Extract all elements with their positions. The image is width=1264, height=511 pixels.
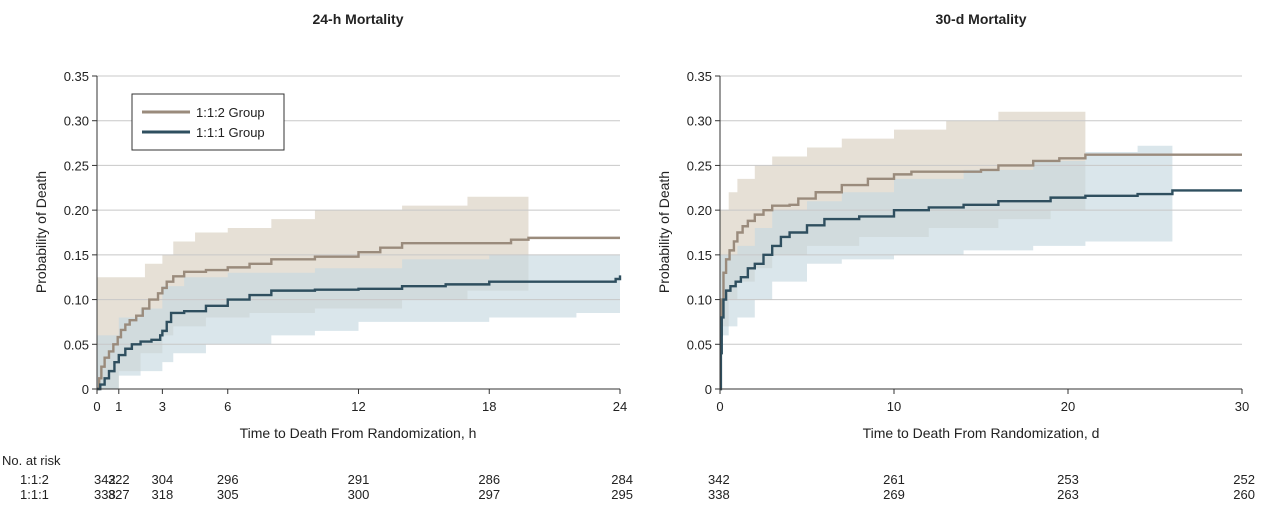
x-tick-label: 20 — [1061, 399, 1075, 414]
x-tick-label: 0 — [716, 399, 723, 414]
x-tick-label: 3 — [159, 399, 166, 414]
y-tick-label: 0.15 — [687, 248, 712, 263]
x-tick-label: 12 — [351, 399, 365, 414]
at-risk-count: 300 — [348, 487, 370, 502]
at-risk-count: 342 — [708, 472, 730, 487]
x-tick-label: 18 — [482, 399, 496, 414]
at-risk-row-label: 1:1:1 — [20, 487, 49, 502]
axes — [92, 75, 621, 394]
at-risk-count: 260 — [1233, 487, 1255, 502]
x-axis-label: Time to Death From Randomization, h — [240, 425, 477, 441]
y-tick-label: 0.20 — [687, 203, 712, 218]
survival-curves — [719, 153, 1242, 391]
y-tick-label: 0.10 — [64, 293, 89, 308]
at-risk-table: 342 261 253 252 338 269 263 260 — [708, 472, 1255, 502]
at-risk-count: 261 — [883, 472, 905, 487]
at-risk-count: 295 — [611, 487, 633, 502]
chart-title: 30-d Mortality — [935, 11, 1026, 27]
ci-bands — [720, 102, 1173, 336]
y-tick-label: 0.20 — [64, 203, 89, 218]
x-tick-label: 1 — [115, 399, 122, 414]
at-risk-count: 296 — [217, 472, 239, 487]
at-risk-count: 284 — [611, 472, 633, 487]
at-risk-count: 342 — [94, 472, 116, 487]
series-line-112 — [97, 236, 620, 391]
series-line-111 — [719, 189, 1242, 391]
legend-entry-111: 1:1:1 Group — [196, 125, 265, 140]
x-tick-label: 24 — [613, 399, 627, 414]
at-risk-header: No. at risk — [2, 453, 61, 468]
y-axis-label: Probability of Death — [656, 171, 672, 293]
y-tick-label: 0 — [82, 382, 89, 397]
y-tick-label: 0.25 — [64, 158, 89, 173]
x-axis-label: Time to Death From Randomization, d — [863, 425, 1100, 441]
series-line-112 — [719, 153, 1242, 391]
y-tick-label: 0.35 — [687, 69, 712, 84]
at-risk-count: 253 — [1057, 472, 1079, 487]
legend-entry-112: 1:1:2 Group — [196, 105, 265, 120]
at-risk-count: 318 — [152, 487, 174, 502]
legend-box — [131, 93, 285, 151]
y-tick-label: 0.05 — [64, 337, 89, 352]
x-tick-label: 0 — [93, 399, 100, 414]
at-risk-count: 305 — [217, 487, 239, 502]
x-tick-label: 10 — [887, 399, 901, 414]
at-risk-count: 297 — [478, 487, 500, 502]
at-risk-count: 338 — [94, 487, 116, 502]
at-risk-count: 322 — [108, 472, 130, 487]
survival-curves — [97, 236, 622, 391]
x-tick-label: 6 — [224, 399, 231, 414]
y-tick-label: 0.25 — [687, 158, 712, 173]
chart-title: 24-h Mortality — [312, 11, 403, 27]
gridlines — [720, 75, 1242, 345]
at-risk-count: 252 — [1233, 472, 1255, 487]
axes — [715, 75, 1243, 394]
legend: 1:1:2 Group 1:1:1 Group — [131, 93, 285, 151]
chart-30d-mortality: 30-d Mortality 0 0.05 0.10 0.15 0.20 0.25 0.30… — [656, 11, 1255, 502]
at-risk-count: 304 — [152, 472, 174, 487]
chart-24h-mortality: 24-h Mortality 0 0.05 0.10 0.15 0.20 0.25 0.30… — [20, 11, 633, 502]
y-tick-label: 0.15 — [64, 248, 89, 263]
x-tick-label: 30 — [1235, 399, 1249, 414]
y-tick-label: 0.10 — [687, 293, 712, 308]
series-line-111 — [97, 275, 622, 391]
y-tick-label: 0 — [705, 382, 712, 397]
ci-band-111 — [720, 140, 1173, 336]
y-tick-label: 0.35 — [64, 69, 89, 84]
y-tick-label: 0.30 — [64, 114, 89, 129]
at-risk-row-label: 1:1:2 — [20, 472, 49, 487]
at-risk-count: 327 — [108, 487, 130, 502]
at-risk-count: 286 — [478, 472, 500, 487]
tick-labels: 0 0.05 0.10 0.15 0.20 0.25 0.30 0.35 0 10 20 30 — [687, 69, 1250, 414]
at-risk-count: 263 — [1057, 487, 1079, 502]
at-risk-count: 269 — [883, 487, 905, 502]
tick-labels: 00.050.100.150.200.250.300.350 1 3 6 12 18 24 — [64, 69, 628, 414]
at-risk-count: 291 — [348, 472, 370, 487]
y-tick-label: 0.30 — [687, 114, 712, 129]
at-risk-count: 338 — [708, 487, 730, 502]
y-tick-label: 0.05 — [687, 337, 712, 352]
y-axis-label: Probability of Death — [33, 171, 49, 293]
